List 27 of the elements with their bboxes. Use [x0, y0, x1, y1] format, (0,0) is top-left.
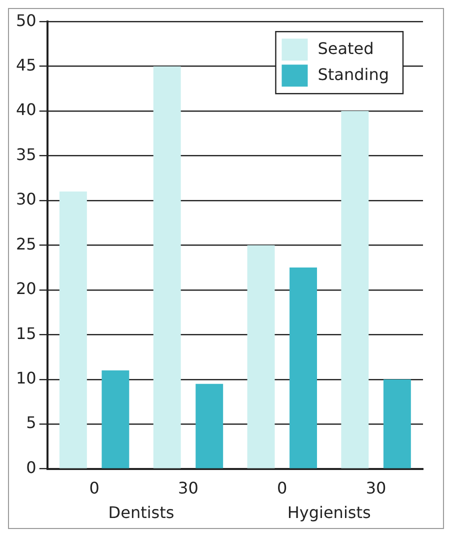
x-tick-label: 30 — [366, 478, 386, 498]
y-tick-label: 10 — [16, 368, 36, 388]
y-tick-label: 15 — [16, 324, 36, 343]
y-tick-label: 20 — [16, 279, 36, 298]
bar — [290, 268, 317, 468]
y-tick-label: 35 — [16, 144, 36, 164]
bar — [341, 111, 369, 468]
bar — [102, 370, 130, 468]
y-tick-label: 40 — [16, 100, 36, 120]
bar — [383, 379, 411, 468]
bar — [247, 245, 275, 468]
x-tick-label: 0 — [89, 478, 100, 498]
bar — [196, 384, 224, 468]
y-tick-label: 30 — [16, 190, 36, 209]
y-tick-label: 25 — [16, 234, 36, 254]
x-tick-label: 30 — [178, 478, 198, 498]
y-tick-label: 45 — [16, 55, 36, 74]
bar — [153, 66, 181, 468]
y-tick-label: 50 — [16, 10, 36, 30]
bar — [59, 192, 87, 468]
y-tick-label: 5 — [26, 413, 36, 432]
y-tick-label: 0 — [26, 458, 36, 477]
x-tick-label: 0 — [277, 478, 288, 498]
legend-label: Seated — [318, 38, 374, 58]
legend-label: Standing — [318, 64, 390, 84]
text: Hygienists — [287, 503, 371, 522]
text: Dentists — [108, 503, 174, 522]
